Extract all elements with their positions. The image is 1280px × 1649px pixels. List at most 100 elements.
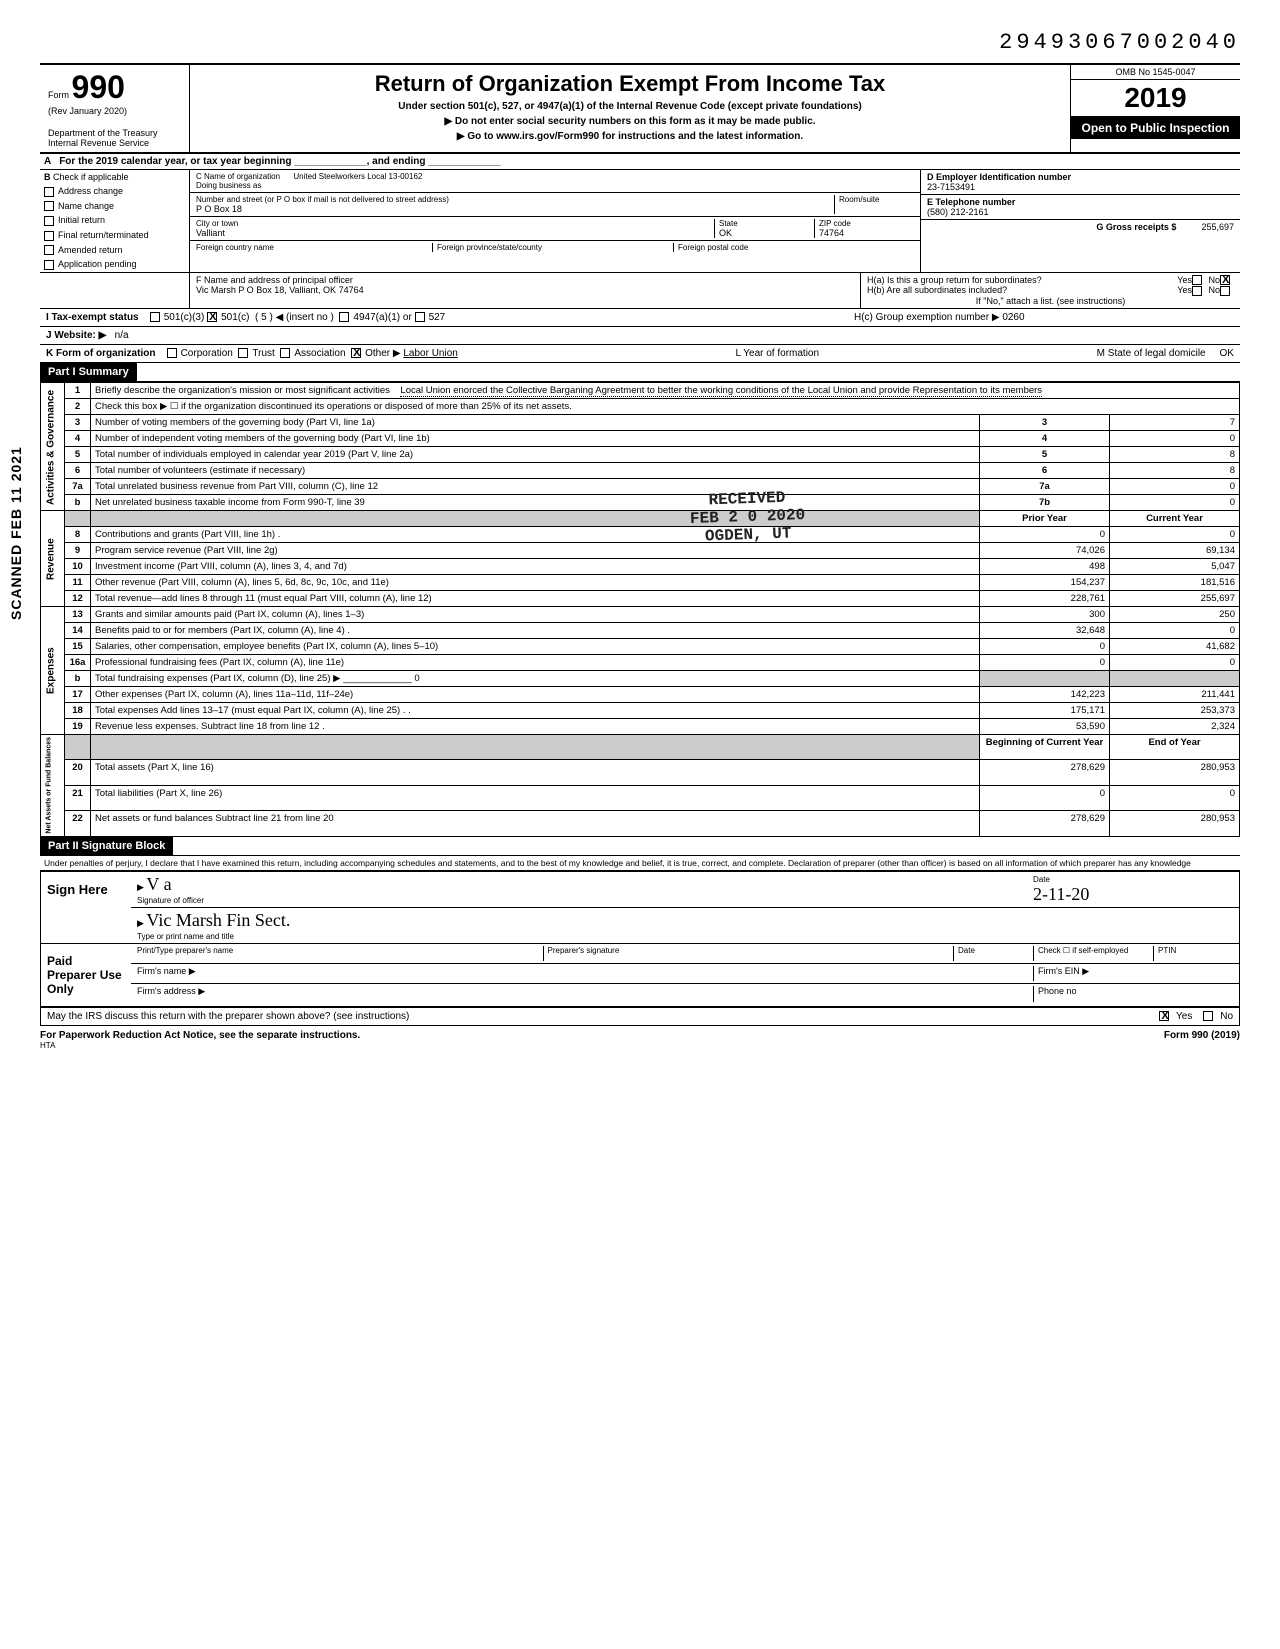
row-21-num: 21 xyxy=(65,785,91,810)
row-9-desc: Program service revenue (Part VIII, line… xyxy=(91,543,980,559)
chk-ha-no[interactable] xyxy=(1220,275,1230,285)
k-opt-other: Other ▶ xyxy=(365,348,400,359)
row-2-desc: Check this box ▶ ☐ if the organization d… xyxy=(91,399,1240,415)
k-opt-assoc: Association xyxy=(294,348,345,359)
section-c: C Name of organization United Steelworke… xyxy=(190,170,920,272)
org-zip: 74764 xyxy=(819,228,914,238)
row-22-desc: Net assets or fund balances Subtract lin… xyxy=(91,811,980,836)
lbl-name-change: Name change xyxy=(58,201,114,211)
row-f-h: F Name and address of principal officer … xyxy=(40,273,1240,309)
signature-block: Sign Here ▶ V aSignature of officer Date… xyxy=(40,871,1240,1008)
chk-hb-yes[interactable] xyxy=(1192,286,1202,296)
line-a-text: For the 2019 calendar year, or tax year … xyxy=(59,156,500,167)
line-k: K Form of organization Corporation Trust… xyxy=(40,345,1240,363)
org-city: Valliant xyxy=(196,228,714,238)
lbl-application-pending: Application pending xyxy=(58,259,137,269)
discuss-text: May the IRS discuss this return with the… xyxy=(47,1011,409,1022)
h-note: If "No," attach a list. (see instruction… xyxy=(867,296,1234,306)
row-7a-box: 7a xyxy=(980,479,1110,495)
chk-trust[interactable] xyxy=(238,348,248,358)
form-rev: (Rev January 2020) xyxy=(48,106,181,116)
chk-4947[interactable] xyxy=(339,312,349,322)
org-state: OK xyxy=(719,228,814,238)
row-4-num: 4 xyxy=(65,431,91,447)
row-6-box: 6 xyxy=(980,463,1110,479)
mission-text: Local Union enorced the Collective Barga… xyxy=(400,385,1042,397)
org-name: United Steelworkers Local 13-00162 xyxy=(293,172,422,181)
footer-hta: HTA xyxy=(40,1041,360,1050)
i-label: I Tax-exempt status xyxy=(46,312,139,323)
firm-name-label: Firm's name ▶ xyxy=(137,966,196,981)
form-dept: Department of the Treasury xyxy=(48,128,181,138)
omb-number: OMB No 1545-0047 xyxy=(1071,65,1240,80)
scanned-stamp: SCANNED FEB 11 2021 xyxy=(8,446,24,620)
footer: For Paperwork Reduction Act Notice, see … xyxy=(40,1026,1240,1050)
row-10-p: 498 xyxy=(980,559,1110,575)
row-15-desc: Salaries, other compensation, employee b… xyxy=(91,639,980,655)
row-5-num: 5 xyxy=(65,447,91,463)
received-stamp: RECEIVED FEB 2 0 2020 OGDEN, UT xyxy=(689,488,806,546)
j-label: J Website: ▶ xyxy=(46,330,106,341)
k-opt-corp: Corporation xyxy=(181,348,233,359)
chk-amended-return[interactable] xyxy=(44,245,54,255)
chk-hb-no[interactable] xyxy=(1220,286,1230,296)
chk-501c[interactable] xyxy=(207,312,217,322)
row-16b-p xyxy=(980,671,1110,687)
row-8-p: 0 xyxy=(980,527,1110,543)
f-label: F Name and address of principal officer xyxy=(196,275,854,285)
chk-other[interactable] xyxy=(351,348,361,358)
row-17-p: 142,223 xyxy=(980,687,1110,703)
chk-name-change[interactable] xyxy=(44,201,54,211)
row-14-desc: Benefits paid to or for members (Part IX… xyxy=(91,623,980,639)
row-7b-desc: Net unrelated business taxable income fr… xyxy=(91,495,980,511)
c-zip-label: ZIP code xyxy=(819,219,914,228)
prep-name-label: Print/Type preparer's name xyxy=(137,946,543,961)
row-16a-p: 0 xyxy=(980,655,1110,671)
chk-application-pending[interactable] xyxy=(44,260,54,270)
row-4-val: 0 xyxy=(1110,431,1240,447)
row-7b-val: 0 xyxy=(1110,495,1240,511)
form-number: 990 xyxy=(72,69,125,105)
chk-discuss-no[interactable] xyxy=(1203,1011,1213,1021)
row-4-box: 4 xyxy=(980,431,1110,447)
chk-assoc[interactable] xyxy=(280,348,290,358)
row-6-desc: Total number of volunteers (estimate if … xyxy=(91,463,980,479)
check-self-label: Check ☐ if self-employed xyxy=(1033,946,1153,961)
chk-address-change[interactable] xyxy=(44,187,54,197)
line-i: I Tax-exempt status 501(c)(3) 501(c) ( 5… xyxy=(40,309,1240,327)
chk-final-return[interactable] xyxy=(44,231,54,241)
row-8-desc: Contributions and grants (Part VIII, lin… xyxy=(91,527,980,543)
main-info-grid: B Check if applicable Address change Nam… xyxy=(40,170,1240,273)
prep-sig-label: Preparer's signature xyxy=(543,946,954,961)
chk-501c3[interactable] xyxy=(150,312,160,322)
ptin-label: PTIN xyxy=(1153,946,1233,961)
row-10-c: 5,047 xyxy=(1110,559,1240,575)
row-16a-num: 16a xyxy=(65,655,91,671)
side-expenses: Expenses xyxy=(41,607,65,735)
row-15-num: 15 xyxy=(65,639,91,655)
row-9-p: 74,026 xyxy=(980,543,1110,559)
side-governance: Activities & Governance xyxy=(41,383,65,511)
row-5-desc: Total number of individuals employed in … xyxy=(91,447,980,463)
sign-here-label: Sign Here xyxy=(41,872,131,943)
chk-527[interactable] xyxy=(415,312,425,322)
c-foreign-country-label: Foreign country name xyxy=(196,243,432,252)
h-b-label: H(b) Are all subordinates included? xyxy=(867,285,1007,296)
form-title: Return of Organization Exempt From Incom… xyxy=(202,71,1058,97)
row-18-desc: Total expenses Add lines 13–17 (must equ… xyxy=(91,703,980,719)
row-19-p: 53,590 xyxy=(980,719,1110,735)
chk-ha-yes[interactable] xyxy=(1192,275,1202,285)
row-11-num: 11 xyxy=(65,575,91,591)
form-header-left: Form 990 (Rev January 2020) Department o… xyxy=(40,65,190,152)
row-7a-val: 0 xyxy=(1110,479,1240,495)
chk-corp[interactable] xyxy=(167,348,177,358)
paid-preparer-label: Paid Preparer Use Only xyxy=(41,944,131,1006)
c-city-label: City or town xyxy=(196,219,714,228)
chk-discuss-yes[interactable] xyxy=(1159,1011,1169,1021)
form-subtitle3: ▶ Go to www.irs.gov/Form990 for instruct… xyxy=(202,131,1058,142)
sig-label: Signature of officer xyxy=(137,896,204,905)
row-22-p: 278,629 xyxy=(980,811,1110,836)
row-18-c: 253,373 xyxy=(1110,703,1240,719)
chk-initial-return[interactable] xyxy=(44,216,54,226)
row-16b-desc: Total fundraising expenses (Part IX, col… xyxy=(91,671,980,687)
